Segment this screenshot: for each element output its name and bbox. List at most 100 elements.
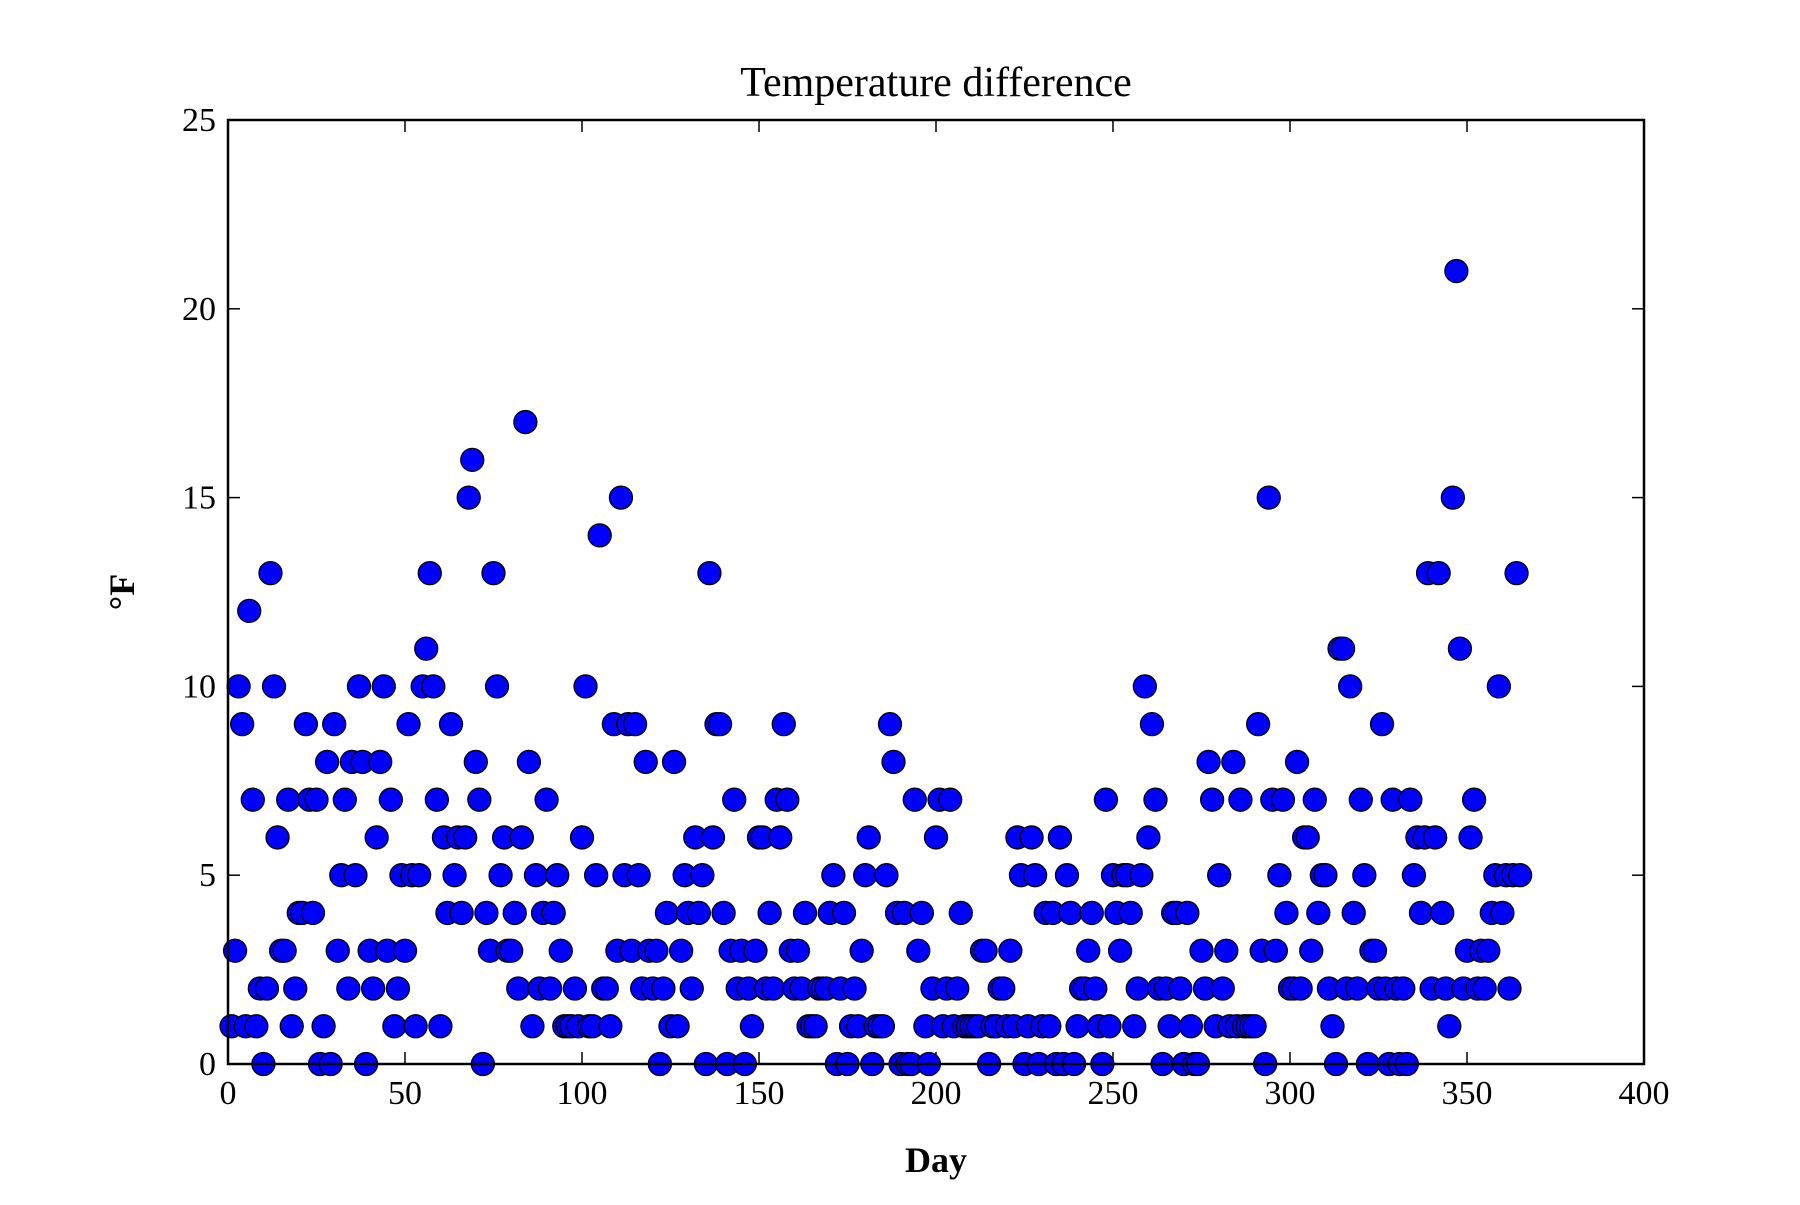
point <box>881 749 906 775</box>
point <box>573 674 598 699</box>
point <box>743 938 768 963</box>
x-tick-label: 200 <box>911 1075 962 1112</box>
point <box>322 712 347 737</box>
point <box>771 712 796 737</box>
y-axis-label: °F <box>102 574 142 610</box>
point <box>877 712 903 737</box>
point <box>1338 674 1363 699</box>
x-tick-label: 50 <box>388 1075 422 1112</box>
point <box>1447 636 1473 661</box>
point <box>1093 787 1119 812</box>
point <box>1037 1014 1062 1039</box>
point <box>923 825 949 850</box>
point <box>414 636 439 661</box>
point <box>1437 1014 1462 1039</box>
point <box>1058 900 1083 926</box>
point <box>792 900 818 926</box>
point <box>856 825 881 850</box>
point <box>520 1014 545 1039</box>
point <box>311 1014 336 1039</box>
point <box>548 938 573 963</box>
point <box>385 976 411 1001</box>
point <box>417 560 442 586</box>
point <box>842 976 867 1001</box>
point <box>484 674 510 699</box>
point <box>371 674 396 699</box>
point <box>488 863 513 888</box>
point <box>1022 863 1048 888</box>
point <box>463 749 488 775</box>
point <box>768 825 793 850</box>
point <box>761 976 786 1001</box>
point <box>276 787 301 812</box>
point <box>272 938 297 963</box>
point <box>785 938 811 963</box>
point <box>1461 787 1487 812</box>
point <box>1497 976 1522 1001</box>
x-tick-label: 100 <box>557 1075 608 1112</box>
point <box>407 863 432 888</box>
point <box>346 674 372 699</box>
point <box>240 787 265 812</box>
point <box>222 938 248 963</box>
y-tick-label: 5 <box>199 857 216 894</box>
x-tick-label: 300 <box>1265 1075 1316 1112</box>
point <box>237 598 262 624</box>
point <box>421 674 446 699</box>
point <box>1207 863 1232 888</box>
chart-title: Temperature difference <box>740 60 1132 106</box>
point <box>584 863 609 888</box>
point <box>739 1014 765 1039</box>
point <box>283 976 308 1001</box>
point <box>244 1014 269 1039</box>
point <box>1401 863 1427 888</box>
point <box>665 1014 690 1039</box>
point <box>1139 712 1165 737</box>
point <box>438 712 464 737</box>
point <box>998 938 1023 963</box>
point <box>1422 825 1448 850</box>
point <box>1476 938 1501 963</box>
point <box>1143 787 1168 812</box>
point <box>1440 485 1465 510</box>
point <box>973 938 998 963</box>
point <box>499 938 524 963</box>
point <box>679 976 704 1001</box>
point <box>1270 787 1296 812</box>
point <box>1472 976 1497 1001</box>
point <box>948 900 973 926</box>
point <box>1054 863 1080 888</box>
point <box>654 900 680 926</box>
point <box>1299 938 1324 963</box>
point <box>545 863 570 888</box>
point <box>1157 1014 1182 1039</box>
point <box>449 900 474 926</box>
point <box>945 976 970 1001</box>
point <box>711 900 736 926</box>
point <box>1267 863 1292 888</box>
point <box>1507 863 1533 888</box>
point <box>254 976 280 1001</box>
point <box>594 976 619 1001</box>
point <box>378 787 403 812</box>
point <box>300 900 326 926</box>
x-tick-label: 0 <box>220 1075 237 1112</box>
point <box>821 863 846 888</box>
point <box>1330 636 1356 661</box>
point <box>509 825 534 850</box>
point <box>368 749 393 775</box>
point <box>1458 825 1483 850</box>
y-tick-label: 0 <box>199 1046 216 1083</box>
point <box>1136 825 1161 850</box>
point <box>1295 825 1320 850</box>
y-tick-label: 10 <box>182 668 216 705</box>
point <box>906 938 931 963</box>
point <box>304 787 329 812</box>
point <box>1362 938 1388 963</box>
point <box>1125 976 1150 1001</box>
point <box>562 976 588 1001</box>
x-tick-label: 400 <box>1619 1075 1670 1112</box>
point <box>293 712 319 737</box>
point <box>314 749 340 775</box>
point <box>874 863 899 888</box>
